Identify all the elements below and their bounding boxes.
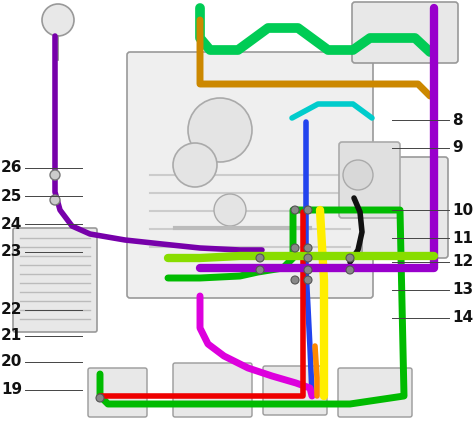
Text: 22: 22 — [0, 303, 22, 318]
Circle shape — [346, 254, 354, 262]
Text: 23: 23 — [0, 244, 22, 259]
Circle shape — [346, 266, 354, 274]
Text: 13: 13 — [452, 282, 473, 297]
Circle shape — [304, 266, 312, 274]
FancyBboxPatch shape — [352, 2, 458, 63]
Circle shape — [291, 244, 299, 252]
Circle shape — [291, 276, 299, 284]
Circle shape — [304, 244, 312, 252]
Text: 14: 14 — [452, 310, 473, 326]
Circle shape — [50, 170, 60, 180]
Text: 19: 19 — [1, 383, 22, 398]
Circle shape — [304, 254, 312, 262]
FancyBboxPatch shape — [263, 366, 327, 415]
FancyBboxPatch shape — [339, 142, 400, 218]
Text: 10: 10 — [452, 202, 473, 217]
Text: 25: 25 — [0, 188, 22, 203]
Text: 12: 12 — [452, 255, 473, 270]
Circle shape — [343, 160, 373, 190]
Text: 24: 24 — [0, 217, 22, 232]
Text: 20: 20 — [0, 354, 22, 369]
FancyBboxPatch shape — [13, 228, 97, 332]
FancyBboxPatch shape — [362, 157, 448, 258]
Text: 9: 9 — [452, 140, 463, 155]
Circle shape — [50, 195, 60, 205]
FancyBboxPatch shape — [173, 363, 252, 417]
Circle shape — [291, 206, 299, 214]
FancyBboxPatch shape — [88, 368, 147, 417]
Circle shape — [256, 266, 264, 274]
Circle shape — [214, 194, 246, 226]
Text: 11: 11 — [452, 231, 473, 246]
FancyBboxPatch shape — [338, 368, 412, 417]
Circle shape — [96, 394, 104, 402]
Circle shape — [173, 143, 217, 187]
FancyBboxPatch shape — [127, 52, 373, 298]
Text: 21: 21 — [1, 329, 22, 344]
Text: 26: 26 — [0, 160, 22, 175]
Circle shape — [42, 4, 74, 36]
Text: 8: 8 — [452, 113, 463, 128]
Circle shape — [304, 276, 312, 284]
Circle shape — [256, 254, 264, 262]
Circle shape — [188, 98, 252, 162]
Circle shape — [304, 206, 312, 214]
